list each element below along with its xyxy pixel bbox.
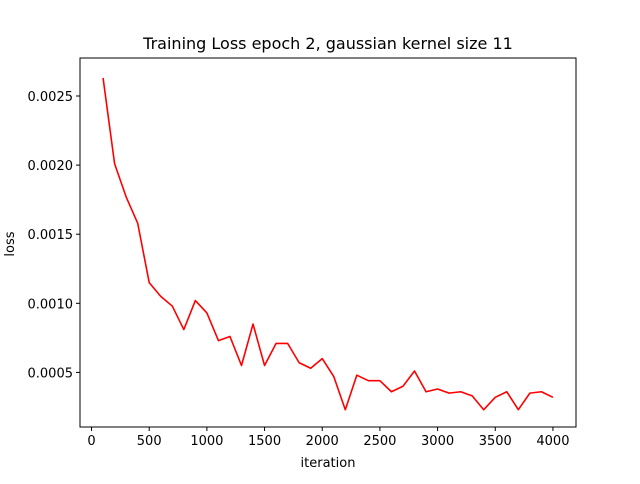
x-tick-label: 3500: [479, 434, 512, 449]
y-tick-label: 0.0005: [28, 366, 74, 381]
x-tick-label: 2500: [363, 434, 396, 449]
x-tick-label: 1500: [248, 434, 281, 449]
chart-title: Training Loss epoch 2, gaussian kernel s…: [142, 34, 513, 53]
x-tick-label: 2000: [306, 434, 339, 449]
y-axis-label: loss: [3, 231, 18, 256]
x-tick-label: 500: [137, 434, 162, 449]
y-tick-label: 0.0010: [28, 297, 74, 312]
x-axis-label: iteration: [301, 456, 356, 471]
x-tick-label: 4000: [536, 434, 569, 449]
y-tick-label: 0.0015: [28, 228, 74, 243]
x-tick-label: 0: [87, 434, 95, 449]
x-tick-label: 3000: [421, 434, 454, 449]
x-tick-label: 1000: [190, 434, 223, 449]
y-tick-label: 0.0020: [28, 159, 74, 174]
y-tick-label: 0.0025: [28, 90, 74, 105]
